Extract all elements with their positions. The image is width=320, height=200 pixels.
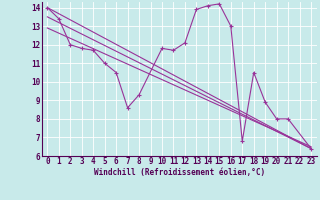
X-axis label: Windchill (Refroidissement éolien,°C): Windchill (Refroidissement éolien,°C) <box>94 168 265 177</box>
